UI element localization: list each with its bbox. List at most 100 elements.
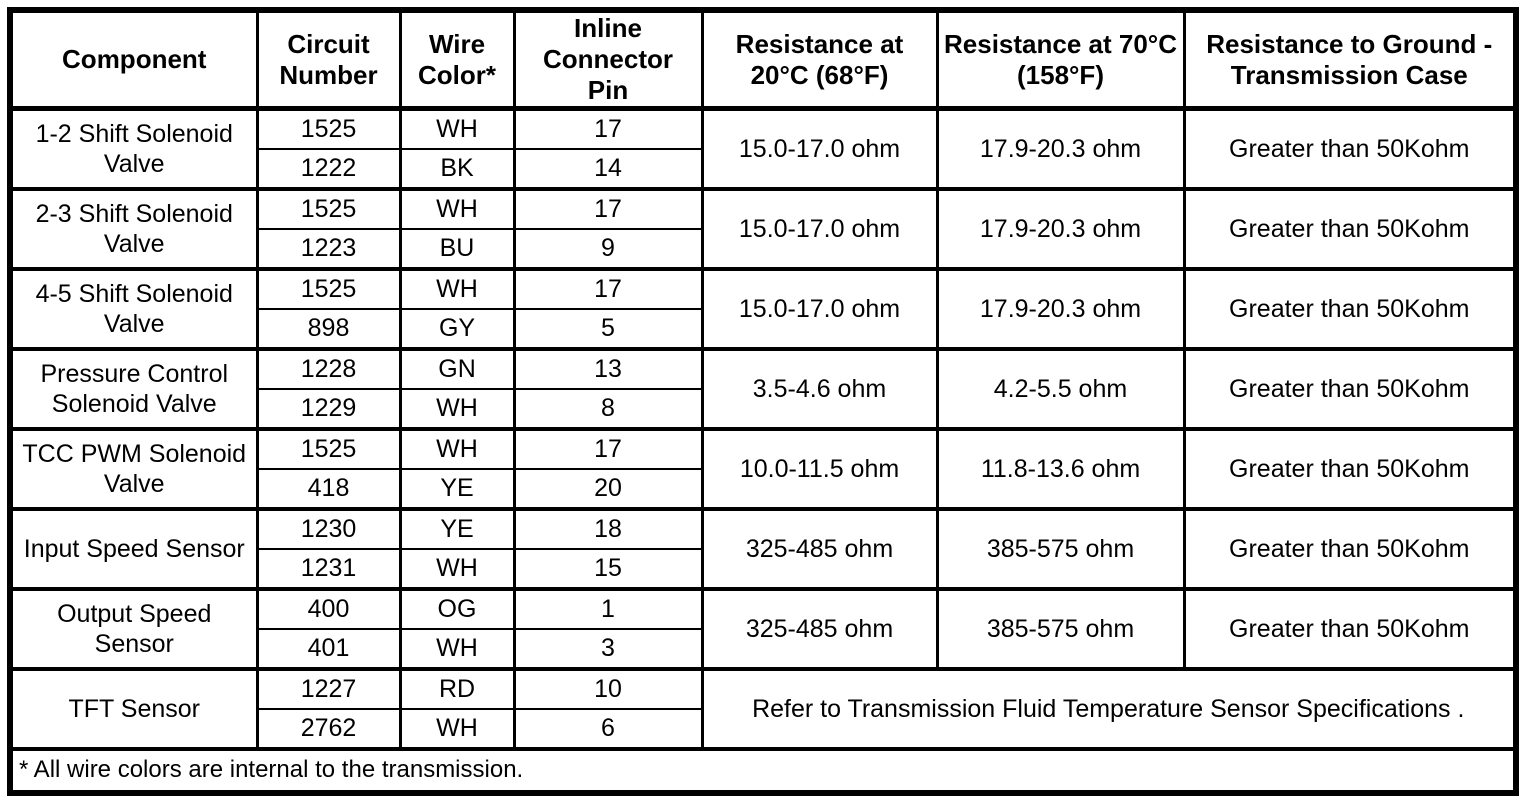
connector-pin-cell: 17 [512,186,704,230]
resistance-ground-cell: Greater than 50Kohm [1182,266,1518,350]
wire-color-cell: BU [398,227,516,270]
circuit-number-cell: 898 [255,307,402,350]
table-row: 418 YE 20 [10,467,1516,510]
connector-pin-cell: 8 [512,387,704,430]
connector-pin-cell: 3 [512,627,704,670]
connector-pin-cell: 1 [512,586,704,630]
col-header-resistance-20c: Resistance at 20°C (68°F) [700,7,939,111]
wire-color-cell: YE [398,467,516,510]
table-row: 2-3 Shift Solenoid Valve 1525 WH 17 15.0… [8,186,1518,270]
wire-color-cell: WH [398,547,516,590]
circuit-number-cell: 2762 [255,707,402,750]
circuit-number-cell: 1525 [255,106,402,150]
connector-pin-cell: 15 [512,547,704,590]
resistance-ground-cell: Greater than 50Kohm [1182,106,1518,190]
circuit-number-cell: 400 [255,586,402,630]
resistance-ground-cell: Greater than 50Kohm [1182,186,1518,270]
resistance-70c-cell: 17.9-20.3 ohm [935,266,1186,350]
resistance-20c-cell: 15.0-17.0 ohm [700,186,939,270]
table-row: 1-2 Shift Solenoid Valve 1525 WH 17 15.0… [8,106,1518,190]
circuit-number-cell: 1227 [255,666,402,710]
connector-pin-cell: 17 [512,426,704,470]
wire-color-cell: WH [398,186,516,230]
connector-pin-cell: 17 [512,106,704,150]
connector-pin-cell: 13 [512,346,704,390]
component-cell: TCC PWM Solenoid Valve [8,426,259,510]
table-row: TFT Sensor 1227 RD 10 Refer to Transmiss… [8,666,1518,750]
table-row: TCC PWM Solenoid Valve 1525 WH 17 10.0-1… [8,426,1518,510]
table-row: 2762 WH 6 [10,707,1516,750]
wire-color-cell: GN [398,346,516,390]
resistance-70c-cell: 11.8-13.6 ohm [935,426,1186,510]
tft-reference-note: Refer to Transmission Fluid Temperature … [700,666,1518,750]
circuit-number-cell: 1525 [255,426,402,470]
component-cell: 4-5 Shift Solenoid Valve [8,266,259,350]
wire-color-cell: WH [398,627,516,670]
wire-color-cell: WH [398,266,516,310]
circuit-number-cell: 1229 [255,387,402,430]
resistance-ground-cell: Greater than 50Kohm [1182,586,1518,670]
resistance-20c-cell: 3.5-4.6 ohm [700,346,939,430]
resistance-70c-cell: 17.9-20.3 ohm [935,106,1186,190]
circuit-number-cell: 401 [255,627,402,670]
table-row: 1229 WH 8 [10,387,1516,430]
table-row: Pressure Control Solenoid Valve 1228 GN … [8,346,1518,430]
component-cell: TFT Sensor [8,666,259,750]
header-row: Component Circuit Number Wire Color* Inl… [8,7,1518,111]
component-cell: 1-2 Shift Solenoid Valve [8,106,259,190]
footnote-row: * All wire colors are internal to the tr… [8,746,1518,796]
table-row: 898 GY 5 [10,307,1516,350]
component-cell: Input Speed Sensor [8,506,259,590]
circuit-number-cell: 1228 [255,346,402,390]
connector-pin-cell: 20 [512,467,704,510]
component-cell: Pressure Control Solenoid Valve [8,346,259,430]
connector-pin-cell: 6 [512,707,704,750]
component-cell: 2-3 Shift Solenoid Valve [8,186,259,270]
resistance-20c-cell: 10.0-11.5 ohm [700,426,939,510]
table-row: 4-5 Shift Solenoid Valve 1525 WH 17 15.0… [8,266,1518,350]
component-cell: Output Speed Sensor [8,586,259,670]
wire-color-cell: OG [398,586,516,630]
wire-color-cell: WH [398,106,516,150]
connector-pin-cell: 9 [512,227,704,270]
resistance-70c-cell: 385-575 ohm [935,506,1186,590]
circuit-number-cell: 1222 [255,147,402,190]
table-row: Input Speed Sensor 1230 YE 18 325-485 oh… [8,506,1518,590]
resistance-20c-cell: 325-485 ohm [700,506,939,590]
resistance-70c-cell: 385-575 ohm [935,586,1186,670]
resistance-70c-cell: 4.2-5.5 ohm [935,346,1186,430]
resistance-20c-cell: 325-485 ohm [700,586,939,670]
resistance-ground-cell: Greater than 50Kohm [1182,426,1518,510]
resistance-20c-cell: 15.0-17.0 ohm [700,266,939,350]
col-header-circuit-number: Circuit Number [255,7,402,111]
resistance-ground-cell: Greater than 50Kohm [1182,346,1518,430]
wire-color-cell: YE [398,506,516,550]
wire-color-cell: WH [398,387,516,430]
col-header-inline-connector-pin: Inline Connector Pin [512,7,704,111]
wire-color-cell: WH [398,707,516,750]
circuit-number-cell: 1230 [255,506,402,550]
col-header-wire-color: Wire Color* [398,7,516,111]
connector-pin-cell: 14 [512,147,704,190]
connector-pin-cell: 17 [512,266,704,310]
wire-color-footnote: * All wire colors are internal to the tr… [8,746,1518,796]
wire-color-cell: RD [398,666,516,710]
circuit-number-cell: 1525 [255,266,402,310]
col-header-component: Component [8,7,259,111]
wire-color-cell: GY [398,307,516,350]
col-header-resistance-70c: Resistance at 70°C (158°F) [935,7,1186,111]
table-row: 1231 WH 15 [10,547,1516,590]
circuit-number-cell: 418 [255,467,402,510]
table-row: 401 WH 3 [10,627,1516,670]
col-header-resistance-ground: Resistance to Ground - Transmission Case [1182,7,1518,111]
table-row: Output Speed Sensor 400 OG 1 325-485 ohm… [8,586,1518,670]
resistance-70c-cell: 17.9-20.3 ohm [935,186,1186,270]
circuit-number-cell: 1231 [255,547,402,590]
circuit-number-cell: 1525 [255,186,402,230]
resistance-ground-cell: Greater than 50Kohm [1182,506,1518,590]
connector-pin-cell: 10 [512,666,704,710]
wire-color-cell: BK [398,147,516,190]
wire-color-cell: WH [398,426,516,470]
transmission-resistance-spec-table: Component Circuit Number Wire Color* Inl… [7,7,1519,796]
